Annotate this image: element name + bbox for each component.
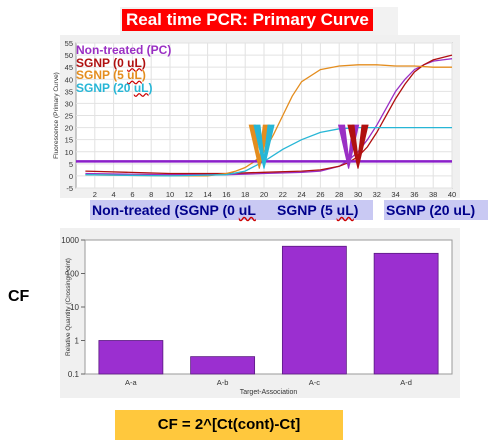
group-label-sgnp-20: SGNP (20 uL) [384, 200, 488, 220]
bar-x-tick-label: A-a [125, 378, 138, 387]
page-title: Real time PCR: Primary Curve [122, 9, 373, 31]
pcr-y-tick-label: -5 [66, 184, 73, 193]
bar-y-tick-label: 100 [66, 270, 80, 279]
pcr-x-tick-label: 22 [279, 190, 287, 199]
bar-y-tick-label: 10 [70, 303, 79, 312]
pcr-x-tick-label: 10 [166, 190, 174, 199]
pcr-y-tick-label: 55 [65, 39, 73, 48]
cf-formula: CF = 2^[Ct(cont)-Ct] [115, 410, 343, 440]
pcr-x-tick-label: 36 [410, 190, 418, 199]
pcr-x-tick-label: 12 [185, 190, 193, 199]
bar [281, 245, 347, 375]
pcr-series-line [85, 64, 452, 177]
legend-item-sgnp-5: SGNP (5 uL) [76, 68, 146, 82]
bar-y-tick-label: 1 [75, 337, 80, 346]
ct-arrow-marker [253, 124, 275, 169]
bar [373, 252, 439, 375]
pcr-x-tick-label: 26 [316, 190, 324, 199]
pcr-legend: Non-treated (PC) SGNP (0 uL) SGNP (5 uL)… [76, 44, 171, 94]
bar-y-tick-label: 0.1 [68, 370, 80, 379]
pcr-y-tick-label: 5 [69, 160, 73, 169]
pcr-series-line [85, 54, 453, 175]
pcr-x-tick-label: 34 [391, 190, 399, 199]
pcr-x-tick-label: 32 [373, 190, 381, 199]
pcr-series-line [85, 126, 452, 177]
legend-item-pc: Non-treated (PC) [76, 43, 172, 57]
pcr-y-tick-label: 15 [65, 136, 73, 145]
bar-x-tick-label: A-b [217, 378, 229, 387]
bar [190, 356, 256, 375]
group-label-sgnp-5: SGNP (5 uL) [275, 200, 373, 220]
bar-x-tick-label: A-d [400, 378, 412, 387]
pcr-x-tick-label: 18 [241, 190, 249, 199]
pcr-y-tick-label: 35 [65, 87, 73, 96]
pcr-x-tick-label: 6 [130, 190, 134, 199]
bar-x-axis-label: Target-Association [240, 389, 298, 396]
pcr-y-tick-label: 40 [65, 75, 73, 84]
pcr-x-tick-label: 30 [354, 190, 362, 199]
pcr-x-tick-label: 4 [112, 190, 116, 199]
legend-item-sgnp-0: SGNP (0 uL) [76, 55, 146, 70]
pcr-y-tick-label: 50 [65, 51, 73, 60]
pcr-x-tick-label: 16 [222, 190, 230, 199]
bar-y-axis-label: Relative Quantity (Crossing Point) [65, 258, 72, 356]
pcr-x-tick-label: 20 [260, 190, 268, 199]
bar [98, 340, 164, 375]
pcr-x-tick-label: 40 [448, 190, 456, 199]
pcr-x-tick-label: 28 [335, 190, 343, 199]
pcr-y-tick-label: 45 [65, 63, 73, 72]
cf-label: CF [8, 288, 30, 305]
ct-arrow-marker [347, 124, 369, 169]
pcr-x-tick-label: 24 [297, 190, 305, 199]
bar-x-tick-label: A-c [309, 378, 321, 387]
pcr-y-tick-label: 30 [65, 99, 73, 108]
pcr-y-tick-label: 20 [65, 124, 73, 133]
pcr-x-tick-label: 8 [149, 190, 153, 199]
pcr-y-tick-label: 0 [69, 172, 73, 181]
group-label-non-treated: Non-treated (SGNP (0 uL [90, 200, 275, 220]
bar-y-tick-label: 1000 [61, 236, 79, 245]
pcr-y-tick-label: 25 [65, 112, 73, 121]
bar-chart: 0.1 1 10 100 1000 A-a A-b A-c A-d Target-Associat… [61, 236, 453, 396]
pcr-y-tick-label: 10 [65, 148, 73, 157]
pcr-x-tick-label: 2 [93, 190, 97, 199]
pcr-x-tick-label: 38 [429, 190, 437, 199]
pcr-x-tick-label: 14 [203, 190, 211, 199]
pcr-y-axis-label: Fluorescence (Primary Curve) [53, 72, 60, 159]
legend-item-sgnp-20: SGNP (20 uL) [76, 80, 153, 95]
